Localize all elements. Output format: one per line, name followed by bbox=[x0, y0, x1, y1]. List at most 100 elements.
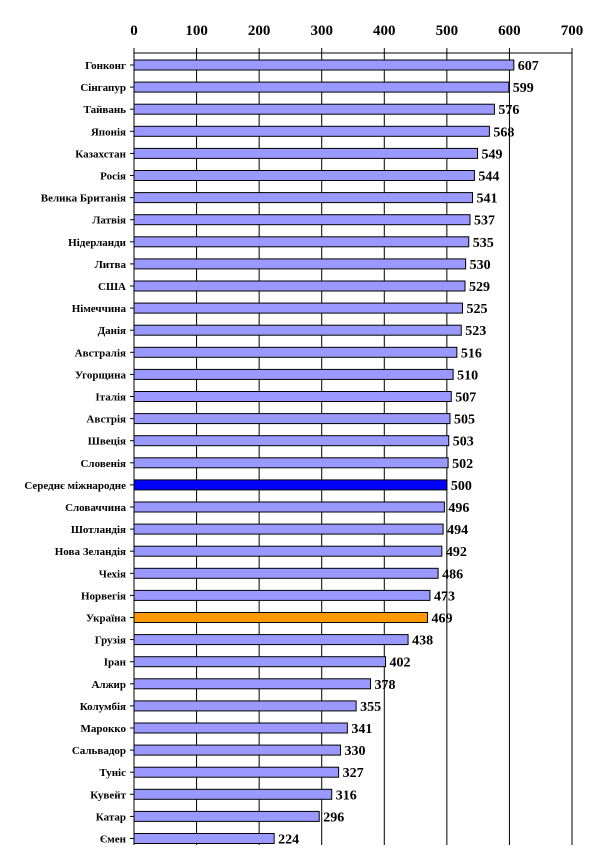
category-label: Італія bbox=[95, 392, 126, 404]
data-label: 568 bbox=[493, 125, 514, 140]
bar-20 bbox=[133, 479, 448, 491]
category-label: Сальвадор bbox=[72, 745, 126, 757]
bar-26 bbox=[133, 612, 428, 623]
category-label: Іран bbox=[104, 657, 127, 669]
data-label: 516 bbox=[461, 346, 482, 361]
category-label: Австрія bbox=[86, 414, 126, 426]
bar-16 bbox=[133, 391, 452, 402]
category-label: Алжир bbox=[91, 679, 126, 691]
category-label: Данія bbox=[98, 325, 126, 337]
data-label: 473 bbox=[434, 589, 455, 604]
category-label: Словаччина bbox=[65, 502, 126, 514]
data-label: 544 bbox=[478, 170, 499, 185]
category-label: Катар bbox=[96, 811, 126, 823]
bar-17 bbox=[133, 413, 451, 425]
bar-13 bbox=[133, 324, 462, 336]
category-label: Велика Британія bbox=[41, 193, 126, 205]
x-tick-label-700: 700 bbox=[561, 23, 584, 39]
data-label: 599 bbox=[513, 81, 534, 96]
data-label: 496 bbox=[448, 501, 469, 516]
data-label: 529 bbox=[469, 280, 490, 295]
bar-22 bbox=[133, 523, 444, 535]
data-label: 535 bbox=[473, 236, 494, 251]
data-label: 503 bbox=[453, 435, 474, 450]
category-label: Угорщина bbox=[75, 369, 126, 381]
bar-29 bbox=[133, 678, 372, 690]
category-label: Марокко bbox=[80, 723, 126, 735]
data-label: 469 bbox=[431, 612, 452, 627]
category-label: Сінгапур bbox=[80, 82, 126, 94]
category-label: Швеція bbox=[88, 436, 126, 448]
bar-23 bbox=[133, 545, 443, 557]
bar-32 bbox=[133, 744, 341, 756]
category-label: Норвегія bbox=[81, 590, 126, 602]
x-tick-label-0: 0 bbox=[130, 23, 138, 39]
data-label: 523 bbox=[465, 324, 486, 339]
bar-8 bbox=[133, 214, 471, 226]
category-label: Японія bbox=[91, 126, 126, 138]
bar-33 bbox=[133, 766, 340, 778]
data-label: 327 bbox=[343, 766, 364, 781]
category-label: Україна bbox=[86, 613, 127, 625]
category-label: Латвія bbox=[92, 215, 126, 227]
bar-15 bbox=[133, 368, 454, 380]
category-label: Шотландія bbox=[71, 524, 126, 536]
category-label: Ємен bbox=[100, 834, 127, 846]
data-label: 296 bbox=[323, 810, 344, 825]
category-label: Словенія bbox=[80, 458, 126, 470]
data-label: 576 bbox=[498, 103, 519, 118]
bar-10 bbox=[133, 258, 467, 270]
bar-34 bbox=[133, 788, 333, 800]
x-tick-label-400: 400 bbox=[373, 23, 396, 39]
bar-2 bbox=[133, 81, 510, 93]
bar-27 bbox=[133, 634, 409, 646]
bar-24 bbox=[133, 567, 439, 579]
category-label: Кувейт bbox=[90, 789, 126, 801]
bar-9 bbox=[133, 236, 470, 248]
bar-11 bbox=[133, 280, 466, 292]
x-tick-label-600: 600 bbox=[498, 23, 521, 39]
bar-12 bbox=[133, 302, 463, 314]
category-label: Середнє міжнародне bbox=[24, 480, 126, 492]
data-label: 378 bbox=[375, 678, 396, 693]
data-label: 505 bbox=[454, 413, 475, 428]
data-label: 438 bbox=[412, 634, 433, 649]
category-label: Чехія bbox=[99, 568, 126, 580]
data-label: 500 bbox=[451, 479, 472, 494]
category-label: Росія bbox=[100, 171, 126, 183]
data-label: 486 bbox=[442, 567, 463, 582]
data-label: 537 bbox=[474, 214, 495, 229]
data-label: 541 bbox=[477, 192, 498, 207]
data-label: 341 bbox=[351, 722, 372, 737]
data-label: 494 bbox=[447, 523, 468, 538]
category-label: Грузія bbox=[95, 635, 126, 647]
bar-3 bbox=[133, 103, 495, 115]
data-label: 316 bbox=[336, 788, 357, 803]
bar-19 bbox=[133, 457, 449, 469]
bar-18 bbox=[133, 435, 450, 447]
data-label: 525 bbox=[467, 302, 488, 317]
data-label: 355 bbox=[360, 700, 381, 715]
bar-31 bbox=[133, 722, 348, 734]
data-label: 530 bbox=[470, 258, 491, 273]
bar-14 bbox=[133, 346, 458, 358]
bar-6 bbox=[133, 170, 475, 181]
bar-7 bbox=[133, 192, 474, 204]
category-label: Туніс bbox=[99, 767, 126, 779]
bar-21 bbox=[133, 501, 445, 513]
x-tick-label-200: 200 bbox=[248, 23, 271, 39]
bar-1 bbox=[133, 59, 515, 71]
category-label: Литва bbox=[95, 259, 127, 271]
data-label: 224 bbox=[278, 833, 299, 848]
category-label: Гонконг bbox=[85, 60, 126, 72]
data-label: 607 bbox=[518, 59, 539, 74]
data-label: 330 bbox=[344, 744, 365, 759]
bar-28 bbox=[133, 656, 387, 668]
bar-25 bbox=[133, 589, 431, 601]
category-label: Нідерланди bbox=[68, 237, 126, 249]
category-label: Німеччина bbox=[72, 303, 127, 315]
bar-36 bbox=[133, 833, 275, 844]
bar-5 bbox=[133, 147, 479, 159]
